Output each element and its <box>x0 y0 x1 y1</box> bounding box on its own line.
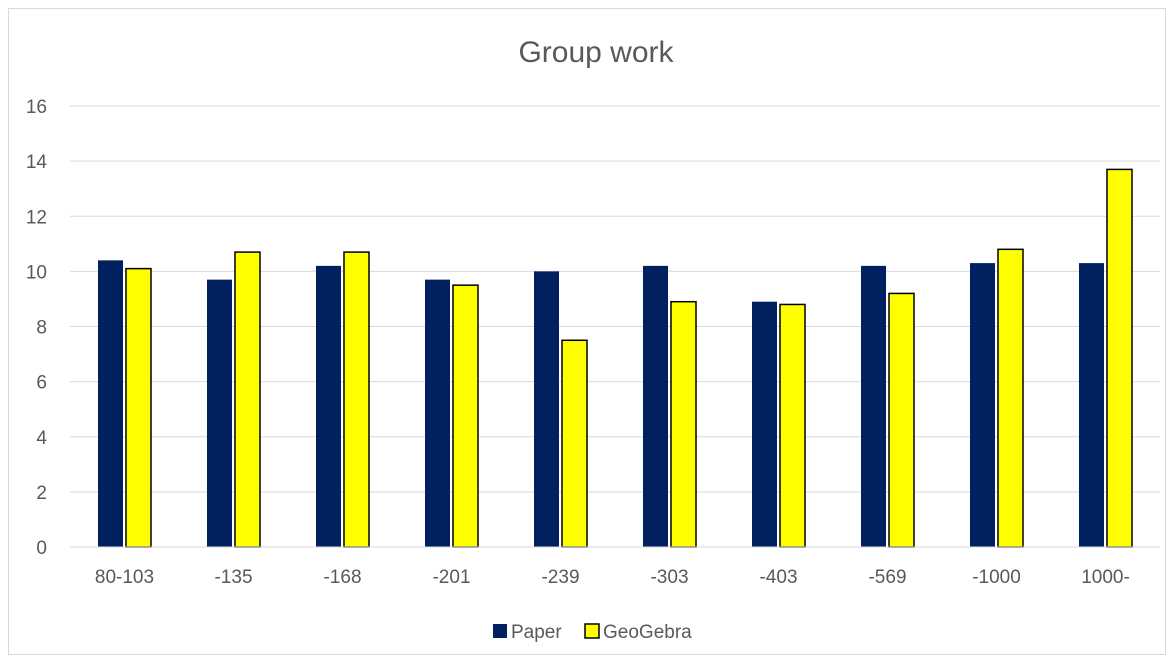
bar-paper-3 <box>425 279 450 547</box>
y-tick-label: 14 <box>26 152 48 173</box>
legend-label-geogebra: GeoGebra <box>603 622 692 643</box>
gridlines <box>70 105 1160 493</box>
x-tick-label: -303 <box>650 567 688 588</box>
y-tick-label: 16 <box>26 97 47 118</box>
y-tick-label: 4 <box>36 428 47 449</box>
x-tick-label: -403 <box>759 567 797 588</box>
x-tick-label: -135 <box>214 567 252 588</box>
y-tick-label: 0 <box>36 538 47 559</box>
y-tick-label: 8 <box>36 318 47 339</box>
y-tick-label: 6 <box>36 373 47 394</box>
x-tick-label: 80-103 <box>95 567 154 588</box>
legend: Paper GeoGebra <box>493 622 692 643</box>
y-tick-label: 10 <box>26 262 47 283</box>
bar-paper-8 <box>970 263 995 547</box>
bar-paper-6 <box>752 301 777 547</box>
x-tick-label: -201 <box>432 567 470 588</box>
chart-title: Group work <box>518 36 674 69</box>
bar-paper-0 <box>98 260 123 547</box>
bar-geogebra-8 <box>997 248 1024 548</box>
x-tick-label: -1000 <box>972 567 1021 588</box>
bar-paper-7 <box>861 265 886 547</box>
legend-swatch-paper <box>493 624 507 638</box>
bars <box>98 168 1133 548</box>
bar-paper-2 <box>316 265 341 547</box>
y-tick-label: 2 <box>36 483 47 504</box>
x-tick-label: 1000- <box>1081 567 1130 588</box>
bar-geogebra-9 <box>1106 168 1133 548</box>
legend-swatch-geogebra <box>584 623 600 639</box>
bar-geogebra-1 <box>234 251 261 548</box>
bar-paper-1 <box>207 279 232 547</box>
bar-geogebra-5 <box>670 300 697 548</box>
bar-geogebra-4 <box>561 339 588 548</box>
x-axis-ticks: 80-103 -135 -168 -201 -239 -303 -403 -569 -1000 1… <box>95 567 1130 588</box>
y-axis-ticks: 0 2 4 6 8 10 12 14 16 <box>26 97 48 559</box>
x-tick-label: -569 <box>868 567 906 588</box>
legend-label-paper: Paper <box>511 622 562 643</box>
bar-geogebra-3 <box>452 284 479 548</box>
x-tick-label: -168 <box>323 567 361 588</box>
bar-geogebra-6 <box>779 303 806 548</box>
bar-geogebra-7 <box>888 292 915 548</box>
bar-geogebra-0 <box>125 267 152 548</box>
bar-paper-4 <box>534 271 559 547</box>
x-tick-label: -239 <box>541 567 579 588</box>
bar-geogebra-2 <box>343 251 370 548</box>
y-tick-label: 12 <box>26 207 47 228</box>
bar-paper-9 <box>1079 263 1104 547</box>
bar-paper-5 <box>643 265 668 547</box>
